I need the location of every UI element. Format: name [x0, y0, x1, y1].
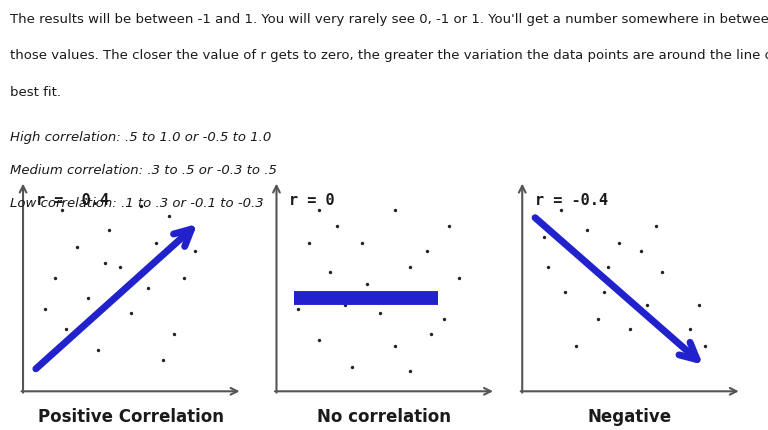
- Point: [151, 239, 163, 246]
- Point: [313, 336, 326, 343]
- Point: [373, 310, 386, 316]
- Point: [303, 239, 315, 246]
- Point: [693, 301, 705, 308]
- Point: [98, 260, 111, 267]
- Point: [361, 280, 373, 287]
- Point: [671, 351, 684, 358]
- Point: [634, 248, 647, 255]
- Point: [330, 223, 343, 230]
- Point: [43, 351, 55, 358]
- Point: [178, 274, 190, 281]
- Point: [292, 305, 304, 312]
- Text: r = -0.4: r = -0.4: [535, 193, 608, 208]
- Point: [699, 342, 711, 349]
- Point: [163, 212, 175, 219]
- Text: Negative: Negative: [588, 408, 672, 427]
- Text: Low correlation: .1 to .3 or -0.1 to -0.3: Low correlation: .1 to .3 or -0.1 to -0.…: [10, 197, 263, 210]
- Point: [81, 295, 94, 302]
- Point: [598, 289, 610, 296]
- Point: [602, 264, 614, 271]
- Point: [425, 330, 438, 337]
- Point: [389, 206, 401, 213]
- Point: [684, 326, 696, 333]
- Point: [570, 342, 582, 349]
- Text: Medium correlation: .3 to .5 or -0.3 to .5: Medium correlation: .3 to .5 or -0.3 to …: [10, 164, 276, 177]
- Point: [650, 223, 662, 230]
- Point: [641, 301, 653, 308]
- Point: [313, 206, 326, 213]
- Point: [135, 202, 147, 209]
- Point: [124, 310, 137, 316]
- Point: [542, 264, 554, 271]
- Text: No correlation: No correlation: [317, 408, 451, 427]
- Point: [189, 248, 201, 255]
- Point: [356, 239, 369, 246]
- Point: [581, 227, 593, 234]
- Point: [346, 363, 358, 370]
- Point: [538, 233, 550, 240]
- Point: [55, 206, 68, 213]
- Text: r =  0.4: r = 0.4: [36, 193, 109, 208]
- Text: Positive Correlation: Positive Correlation: [38, 408, 223, 427]
- Point: [591, 316, 604, 322]
- Point: [624, 326, 636, 333]
- Point: [438, 316, 450, 322]
- Point: [157, 357, 169, 364]
- Point: [324, 268, 336, 275]
- Text: The results will be between -1 and 1. You will very rarely see 0, -1 or 1. You'l: The results will be between -1 and 1. Yo…: [10, 13, 768, 26]
- Point: [339, 301, 352, 308]
- Point: [656, 268, 668, 275]
- Point: [103, 227, 115, 234]
- Point: [613, 239, 625, 246]
- Point: [404, 367, 416, 374]
- Point: [404, 264, 416, 271]
- Point: [38, 305, 51, 312]
- Point: [141, 285, 154, 292]
- Point: [442, 223, 455, 230]
- Point: [71, 243, 83, 250]
- Point: [60, 326, 72, 333]
- Point: [167, 330, 180, 337]
- Point: [421, 248, 433, 255]
- Point: [453, 274, 465, 281]
- Text: r = 0: r = 0: [290, 193, 335, 208]
- Point: [389, 342, 401, 349]
- Point: [559, 289, 571, 296]
- Text: those values. The closer the value of r gets to zero, the greater the variation : those values. The closer the value of r …: [10, 49, 768, 62]
- Point: [114, 264, 126, 271]
- Point: [49, 274, 61, 281]
- Point: [554, 206, 567, 213]
- Point: [92, 347, 104, 353]
- Text: best fit.: best fit.: [10, 86, 61, 99]
- Text: High correlation: .5 to 1.0 or -0.5 to 1.0: High correlation: .5 to 1.0 or -0.5 to 1…: [10, 131, 271, 144]
- Point: [662, 330, 674, 337]
